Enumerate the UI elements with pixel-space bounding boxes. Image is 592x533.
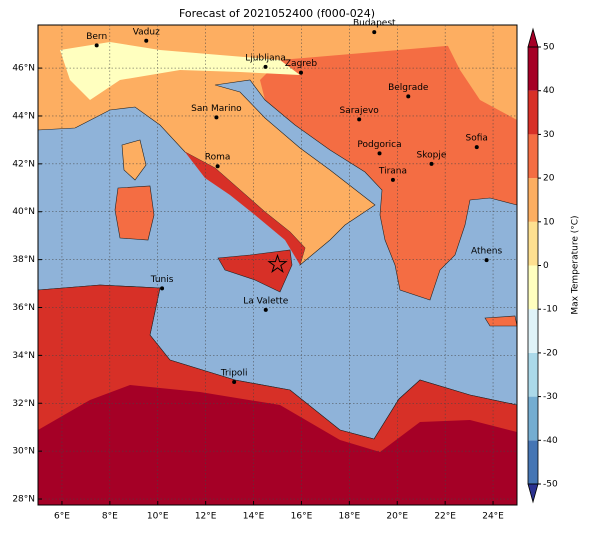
city-dot [390,177,395,182]
y-tick-label: 36°N [12,303,35,313]
city-dot [357,117,362,122]
colorbar-band [528,90,538,135]
city-label: Zagreb [285,59,317,69]
city-dot [215,164,220,169]
colorbar-band [528,178,538,222]
colorbar-tick-label: -20 [543,348,558,358]
colorbar-band [528,440,538,484]
colorbar-tick-label: -10 [543,305,558,315]
city-label: Tirana [378,166,407,176]
city-label: Budapest [353,19,396,29]
colorbar-band [528,352,538,397]
sardinia [114,185,155,241]
y-tick-label: 40°N [12,207,35,217]
city-label: Belgrade [388,83,429,93]
city-dot [298,70,303,75]
sicily [217,249,293,293]
italy-coast-region [185,152,305,265]
city-label: Athens [471,247,502,257]
city-dot [263,307,268,312]
city-label: Skopje [417,150,447,160]
city-dot [160,286,165,291]
city-label: Tunis [150,275,174,285]
colorbar-band [528,134,538,179]
city-dot [214,115,219,120]
x-tick-label: 14°E [243,512,265,522]
y-tick-label: 44°N [12,111,35,121]
east-region [440,25,517,120]
city-label: La Valette [243,296,288,306]
city-label: Sofia [466,134,488,144]
colorbar-band [528,309,538,353]
city-dot [232,379,237,384]
city-label: Roma [205,153,231,163]
y-tick-label: 32°N [12,399,35,409]
y-tick-label: 46°N [12,64,35,74]
city-label: Podgorica [357,140,401,150]
colorbar-tick-label: 50 [543,43,555,53]
crete [484,315,517,327]
city-dot [484,258,489,263]
x-tick-label: 10°E [147,512,169,522]
colorbar-tick-label: 10 [543,217,555,227]
x-tick-label: 18°E [339,512,361,522]
colorbar-tick-label: 20 [543,174,555,184]
corsica [121,139,147,181]
y-tick-label: 42°N [12,159,35,169]
colorbar-band [528,47,538,91]
y-tick-label: 28°N [12,495,35,505]
colorbar-label: Max Temperature (°C) [571,215,581,314]
city-dot [372,30,377,35]
city-dot [429,161,434,166]
colorbar-tick-label: 0 [543,261,549,271]
colorbar-band [528,265,538,310]
colorbar-extend-bottom [527,483,539,504]
colorbar-tick-label: -50 [543,480,558,490]
city-dot [94,43,99,48]
y-tick-label: 30°N [12,447,35,457]
colorbar-tick-label: 30 [543,130,555,140]
y-tick-label: 34°N [12,351,35,361]
city-label: Vaduz [133,27,160,37]
city-label: Sarajevo [340,106,380,116]
city-dot [377,151,382,156]
event-star [267,253,288,273]
city-label: Bern [86,32,107,42]
map-frame [37,24,518,506]
map-title: Forecast of 2021052400 (f000-024) [179,7,375,20]
colorbar-tick-label: -40 [543,436,558,446]
balkans-region [260,40,517,300]
x-tick-label: 24°E [482,512,504,522]
colorbar-extend-top [527,27,539,48]
x-tick-label: 8°E [102,512,118,522]
city-label: Tripoli [220,368,248,378]
colorbar-band [528,221,538,266]
city-label: Ljubljana [245,53,286,63]
city-dot [474,145,479,150]
city-dot [144,38,149,43]
city-label: San Marino [191,104,242,114]
colorbar-tick-label: 40 [543,86,555,96]
x-tick-label: 16°E [291,512,313,522]
x-tick-label: 20°E [386,512,408,522]
x-tick-label: 22°E [434,512,456,522]
x-tick-label: 6°E [54,512,70,522]
y-tick-label: 38°N [12,255,35,265]
colorbar-tick-label: -30 [543,392,558,402]
alps-region [60,42,300,100]
map-regions [38,25,517,505]
x-tick-label: 12°E [195,512,217,522]
city-dot [263,64,268,69]
city-dot [406,94,411,99]
colorbar-band [528,396,538,441]
